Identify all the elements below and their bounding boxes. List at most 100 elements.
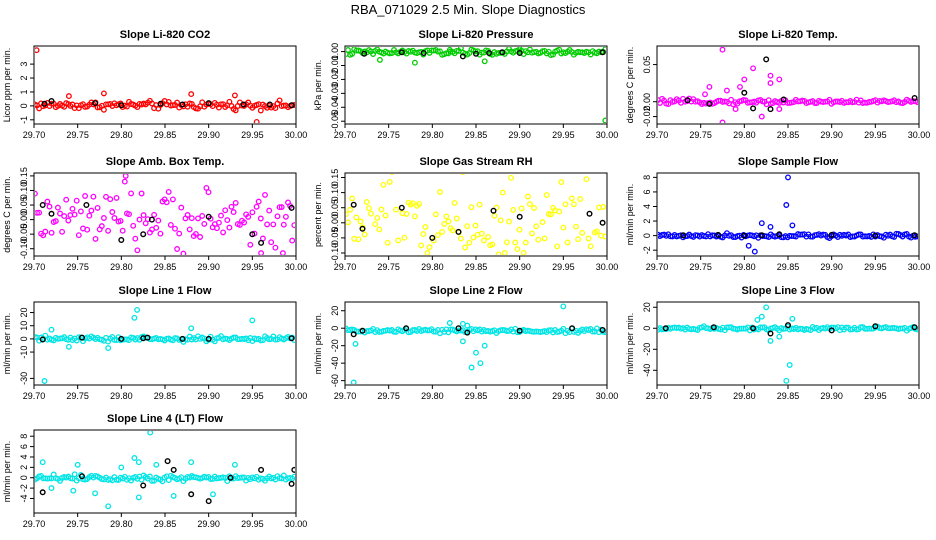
x-tick-label: 30.00 xyxy=(596,391,619,401)
x-tick-label: 29.80 xyxy=(110,391,133,401)
data-point-full-period xyxy=(486,50,493,57)
y-tick-label: 0.10 xyxy=(330,184,340,202)
data-point-slope xyxy=(35,476,38,483)
points-layer xyxy=(346,174,606,255)
x-tick-label: 30.00 xyxy=(285,519,308,529)
data-point-full-period xyxy=(118,102,125,109)
x-tick-label: 29.75 xyxy=(377,391,400,401)
data-point-slope xyxy=(499,189,506,196)
data-point-slope xyxy=(86,212,93,219)
y-axis-label: ml/min per min. xyxy=(625,313,635,375)
data-point-slope xyxy=(253,203,260,210)
data-point-slope xyxy=(378,206,385,213)
x-tick-label: 29.75 xyxy=(377,262,400,272)
chart-panel-7: Slope Line 1 Flow ml/min per min. 29.70 29.… xyxy=(2,285,307,401)
data-point-slope xyxy=(169,102,176,109)
plot-frame xyxy=(33,429,297,514)
data-point-slope xyxy=(380,181,387,188)
data-point-full-period xyxy=(872,232,879,239)
data-point-slope xyxy=(247,241,254,248)
data-point-outlier xyxy=(758,220,765,227)
data-point-full-period xyxy=(473,50,480,57)
data-point-outlier xyxy=(70,487,77,494)
data-point-slope xyxy=(77,208,84,215)
data-point-slope xyxy=(44,198,51,205)
data-point-slope xyxy=(218,101,224,108)
data-point-slope xyxy=(61,213,68,220)
data-point-outlier xyxy=(446,47,453,53)
data-point-outlier xyxy=(786,362,793,368)
x-tick-label: 29.80 xyxy=(733,130,756,140)
data-point-full-period xyxy=(188,491,195,498)
points-layer xyxy=(35,47,295,123)
data-point-outlier xyxy=(74,461,81,468)
data-point-outlier xyxy=(48,485,55,492)
y-tick-label: 0 xyxy=(642,326,652,331)
chart-panel-9: Slope Line 3 Flow ml/min per min. 29.70 29.… xyxy=(625,285,930,401)
x-tick-label: 29.80 xyxy=(421,391,444,401)
data-point-outlier xyxy=(783,202,790,208)
y-axis-label: degrees C per min. xyxy=(625,47,635,124)
data-point-slope xyxy=(121,178,128,185)
data-point-full-period xyxy=(398,204,405,211)
data-point-slope xyxy=(195,215,201,222)
data-point-full-period xyxy=(767,106,774,113)
x-tick-label: 29.90 xyxy=(197,519,220,529)
data-point-outlier xyxy=(446,320,453,326)
data-point-full-period xyxy=(48,97,55,104)
data-point-slope xyxy=(353,214,360,221)
data-point-full-period xyxy=(361,50,368,57)
panel-title: Slope Sample Flow xyxy=(738,156,839,168)
data-point-slope xyxy=(172,225,178,232)
data-point-full-period xyxy=(288,204,295,211)
y-tick-label: 0 xyxy=(642,233,652,238)
data-point-slope xyxy=(526,201,533,208)
data-point-slope xyxy=(516,226,523,233)
data-point-slope xyxy=(506,218,512,225)
y-tick-label: 3 xyxy=(19,62,29,67)
data-point-slope xyxy=(441,220,448,227)
data-point-outlier xyxy=(188,459,195,466)
data-point-slope xyxy=(270,221,277,228)
data-point-slope xyxy=(411,213,418,220)
x-tick-label: 29.75 xyxy=(689,130,712,140)
data-point-slope xyxy=(439,228,446,235)
data-point-outlier xyxy=(750,65,757,72)
data-point-slope xyxy=(69,205,76,212)
data-point-slope xyxy=(363,199,370,205)
x-tick-label: 29.95 xyxy=(552,130,575,140)
data-point-slope xyxy=(291,473,295,480)
data-point-full-period xyxy=(266,101,273,108)
data-point-slope xyxy=(280,221,287,228)
data-point-full-period xyxy=(78,334,85,341)
data-point-slope xyxy=(291,222,295,229)
data-point-outlier xyxy=(35,47,40,54)
data-point-slope xyxy=(585,235,592,242)
x-tick-label: 29.70 xyxy=(646,130,669,140)
data-point-outlier xyxy=(131,314,138,321)
data-point-outlier xyxy=(737,83,743,90)
data-point-slope xyxy=(503,239,510,246)
y-tick-label: -20 xyxy=(330,339,340,352)
data-point-slope xyxy=(165,188,172,195)
data-point-slope xyxy=(100,106,107,113)
data-point-full-period xyxy=(179,101,186,108)
data-point-slope xyxy=(437,189,443,195)
y-tick-label: 2 xyxy=(642,219,652,224)
data-point-slope xyxy=(449,227,456,234)
data-point-slope xyxy=(140,212,147,219)
data-point-slope xyxy=(232,199,239,206)
y-axis-label: ml/min per min. xyxy=(313,313,323,375)
data-point-full-period xyxy=(398,49,405,56)
x-tick-label: 29.85 xyxy=(465,130,488,140)
data-point-slope xyxy=(547,211,554,218)
data-point-slope xyxy=(215,219,222,226)
data-point-slope xyxy=(71,471,78,478)
data-point-slope xyxy=(46,475,53,482)
data-point-full-period xyxy=(39,201,46,208)
data-point-full-period xyxy=(164,458,171,465)
data-point-slope xyxy=(199,99,206,106)
data-point-outlier xyxy=(135,459,142,466)
y-axis-label: degrees C per min. xyxy=(2,176,12,253)
data-point-slope xyxy=(132,235,139,242)
